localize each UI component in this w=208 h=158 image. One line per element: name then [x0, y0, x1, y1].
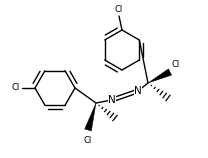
Text: Cl: Cl	[84, 136, 92, 145]
Polygon shape	[85, 103, 96, 131]
Text: Cl: Cl	[172, 60, 180, 69]
Text: N: N	[108, 95, 116, 105]
Text: Cl: Cl	[115, 5, 123, 14]
Text: N: N	[134, 86, 142, 96]
Text: Cl: Cl	[12, 83, 20, 92]
Polygon shape	[148, 69, 172, 83]
